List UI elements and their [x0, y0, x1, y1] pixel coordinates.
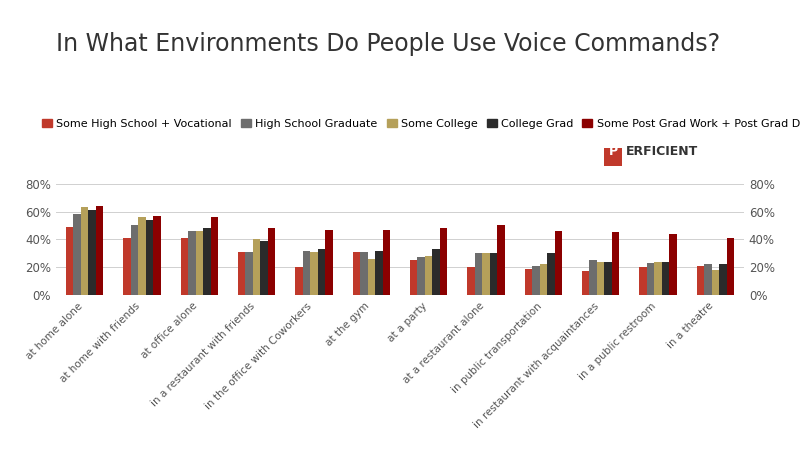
Bar [353, 252, 360, 295]
Bar [375, 251, 382, 295]
Legend: Some High School + Vocational, High School Graduate, Some College, College Grad,: Some High School + Vocational, High Scho… [38, 114, 800, 133]
Bar [604, 262, 612, 295]
Bar [74, 214, 81, 295]
Bar [138, 217, 146, 295]
Bar [726, 238, 734, 295]
Bar [525, 269, 532, 295]
Text: P: P [608, 145, 618, 158]
Bar [382, 230, 390, 295]
Bar [704, 264, 712, 295]
Bar [146, 220, 153, 295]
Bar [432, 249, 440, 295]
Text: ERFICIENT: ERFICIENT [626, 145, 698, 158]
Bar [410, 260, 418, 295]
Bar [662, 262, 669, 295]
Bar [246, 252, 253, 295]
Bar [210, 217, 218, 295]
Bar [554, 231, 562, 295]
Bar [203, 228, 210, 295]
Bar [310, 252, 318, 295]
Bar [196, 231, 203, 295]
Bar [96, 206, 103, 295]
Bar [440, 228, 447, 295]
Bar [303, 251, 310, 295]
Bar [669, 234, 677, 295]
Bar [368, 259, 375, 295]
Bar [81, 207, 88, 295]
Bar [719, 264, 726, 295]
Bar [497, 226, 505, 295]
Bar [181, 238, 188, 295]
Bar [425, 256, 432, 295]
Bar [88, 210, 96, 295]
Bar [547, 253, 554, 295]
Bar [295, 267, 303, 295]
Bar [188, 231, 196, 295]
Bar [268, 228, 275, 295]
Text: In What Environments Do People Use Voice Commands?: In What Environments Do People Use Voice… [56, 32, 720, 56]
Bar [647, 263, 654, 295]
Bar [712, 270, 719, 295]
Bar [260, 241, 268, 295]
Bar [590, 260, 597, 295]
Bar [238, 252, 246, 295]
Bar [360, 252, 368, 295]
Bar [582, 271, 590, 295]
Bar [482, 253, 490, 295]
Bar [597, 262, 604, 295]
Bar [532, 266, 540, 295]
Bar [697, 266, 704, 295]
Bar [490, 253, 497, 295]
Bar [639, 267, 647, 295]
Bar [66, 227, 74, 295]
Bar [418, 257, 425, 295]
Bar [475, 253, 482, 295]
Bar [153, 216, 161, 295]
Bar [612, 232, 619, 295]
Bar [123, 238, 131, 295]
Bar [325, 230, 333, 295]
Bar [131, 226, 138, 295]
Bar [654, 262, 662, 295]
Bar [540, 264, 547, 295]
Bar [467, 267, 475, 295]
Bar [253, 239, 260, 295]
Bar [318, 249, 325, 295]
